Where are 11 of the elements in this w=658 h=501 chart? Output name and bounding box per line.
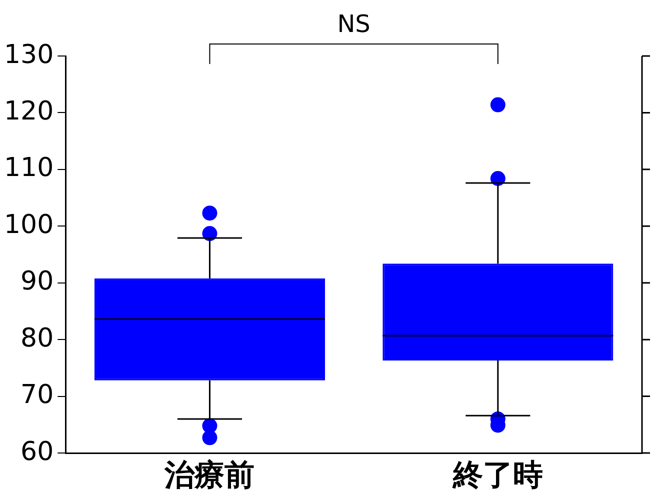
- y-tick-label: 120: [4, 96, 54, 126]
- y-tick-label: 60: [20, 436, 54, 467]
- x-tick-label: 終了時: [452, 458, 543, 493]
- y-tick-label: 130: [4, 40, 54, 70]
- x-tick-label: 治療前: [164, 458, 255, 493]
- y-tick-label: 80: [20, 323, 54, 354]
- y-tick-label: 100: [4, 210, 54, 240]
- y-tick-label: 110: [4, 153, 54, 184]
- y-tick-label: 70: [20, 380, 54, 410]
- y-tick-label: 90: [20, 266, 54, 297]
- text: NS: [337, 10, 370, 38]
